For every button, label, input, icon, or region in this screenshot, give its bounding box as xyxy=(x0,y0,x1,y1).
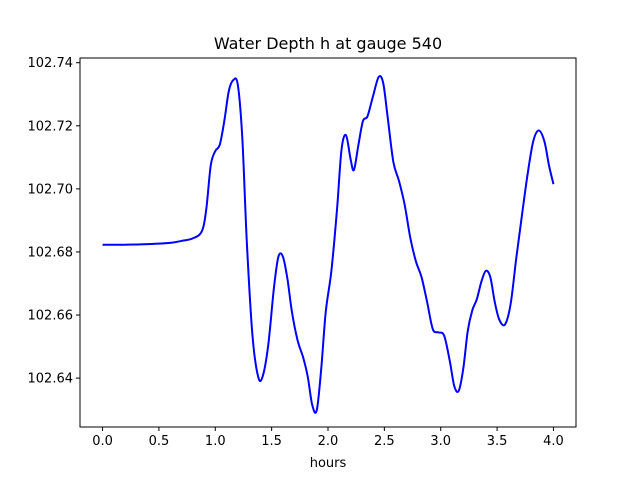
x-tick-label: 0.0 xyxy=(92,434,113,449)
y-axis: 102.64 102.66 102.68 102.70 102.72 102.74 xyxy=(28,56,80,387)
x-tick-label: 0.5 xyxy=(149,434,170,449)
x-axis-label: hours xyxy=(310,456,347,471)
x-tick-label: 3.5 xyxy=(487,434,508,449)
y-tick-label: 102.64 xyxy=(28,372,74,387)
x-tick-label: 1.0 xyxy=(205,434,226,449)
x-tick-label: 2.0 xyxy=(318,434,339,449)
x-tick-label: 2.5 xyxy=(374,434,395,449)
x-tick-label: 3.0 xyxy=(430,434,451,449)
y-tick-label: 102.74 xyxy=(28,56,74,71)
y-tick-label: 102.72 xyxy=(28,119,74,134)
x-axis: 0.0 0.5 1.0 1.5 2.0 2.5 3.0 3.5 4.0 xyxy=(92,427,564,449)
y-tick-label: 102.66 xyxy=(28,309,74,324)
x-tick-label: 4.0 xyxy=(543,434,564,449)
chart-title: Water Depth h at gauge 540 xyxy=(214,34,442,53)
y-tick-label: 102.70 xyxy=(28,182,74,197)
x-tick-label: 1.5 xyxy=(261,434,282,449)
series-line xyxy=(102,75,555,414)
y-tick-label: 102.68 xyxy=(28,245,74,260)
